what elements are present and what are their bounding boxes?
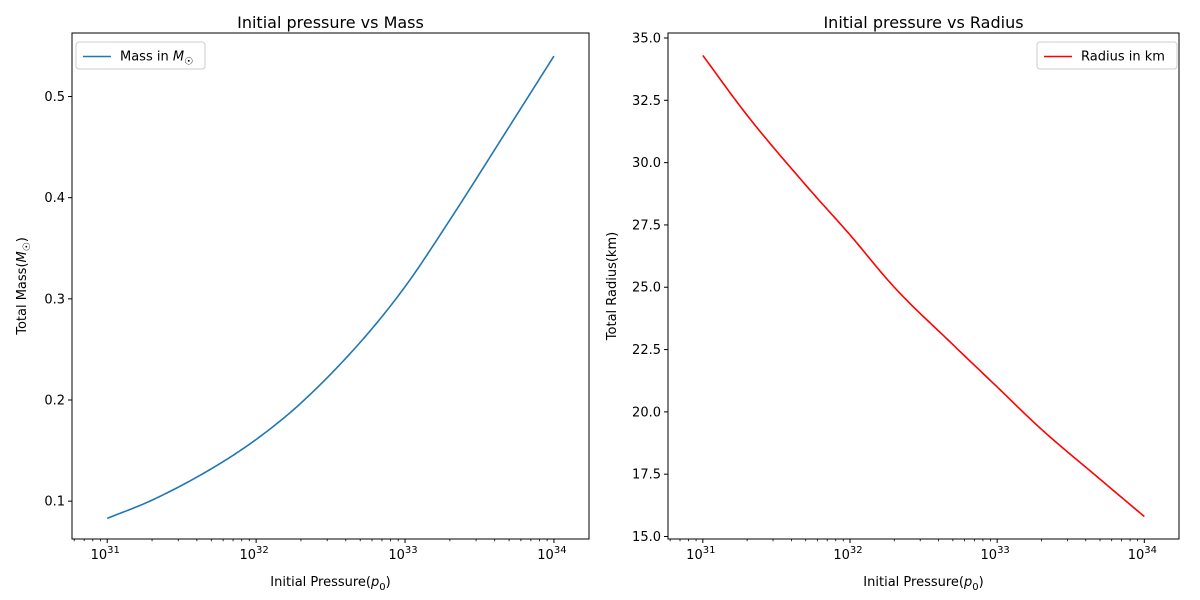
series-line [106, 55, 555, 520]
y-axis-label: Total Mass(M☉) [15, 237, 33, 336]
y-tick-label: 22.5 [632, 343, 661, 358]
axes-frame [667, 32, 1180, 540]
axes-frame [71, 32, 590, 540]
y-tick-label: 35.0 [632, 31, 661, 46]
x-tick-label: 1034 [1128, 545, 1157, 563]
y-tick-label: 20.0 [632, 405, 661, 420]
legend-box [75, 41, 206, 70]
subplot-2: Initial pressure vs Radius 1031 1032 1033 10… [605, 13, 1180, 593]
y-tick-label: 17.5 [632, 468, 661, 483]
legend-box [1036, 41, 1178, 70]
chart-title: Initial pressure vs Radius [823, 13, 1023, 32]
y-tick-label: 32.5 [632, 94, 661, 109]
series-line [702, 54, 1145, 518]
x-tick-label: 1033 [388, 545, 417, 563]
y-tick-label: 0.5 [44, 90, 65, 105]
x-tick-label: 1031 [686, 545, 715, 563]
legend-label: Radius in km [1081, 50, 1165, 65]
legend-label: Mass in M☉ [120, 50, 193, 68]
x-tick-label: 1031 [91, 545, 120, 563]
x-axis-label: Initial Pressure(p0) [863, 575, 983, 593]
chart-title: Initial pressure vs Mass [237, 13, 424, 32]
subplot-1: Initial pressure vs Mass 1031 1032 1033 1034… [15, 13, 590, 593]
y-tick-label: 0.4 [44, 191, 65, 206]
y-tick-label: 15.0 [632, 530, 661, 545]
x-axis-label: Initial Pressure(p0) [270, 575, 390, 593]
x-tick-label: 1032 [833, 545, 862, 563]
y-tick-label: 30.0 [632, 156, 661, 171]
legend: Mass in M☉ [75, 41, 206, 70]
y-tick-label: 27.5 [632, 218, 661, 233]
y-axis-label: Total Radius(km) [605, 232, 620, 341]
y-tick-label: 25.0 [632, 281, 661, 296]
x-tick-label: 1034 [537, 545, 566, 563]
x-tick-label: 1032 [239, 545, 268, 563]
y-tick-label: 0.2 [44, 394, 65, 409]
legend: Radius in km [1036, 41, 1178, 70]
y-tick-label: 0.3 [44, 292, 65, 307]
y-tick-label: 0.1 [44, 495, 65, 510]
x-tick-label: 1033 [981, 545, 1010, 563]
